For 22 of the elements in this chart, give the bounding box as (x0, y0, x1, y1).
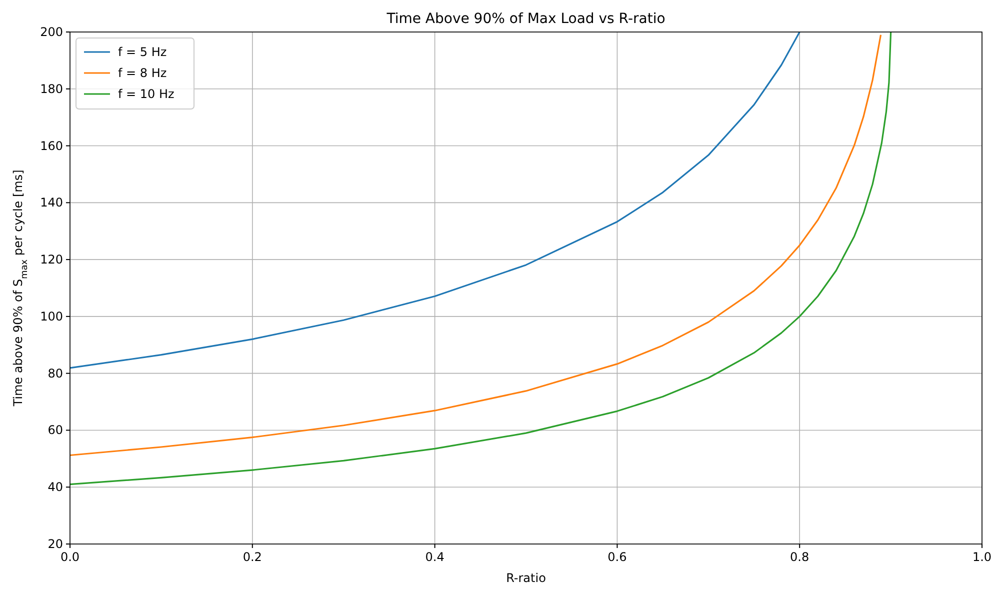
x-axis-title: R-ratio (506, 571, 546, 585)
x-tick-label: 0.4 (425, 550, 444, 564)
y-tick-label: 180 (40, 82, 63, 96)
legend-label: f = 5 Hz (118, 45, 167, 59)
y-tick-label: 140 (40, 196, 63, 210)
y-tick-label: 40 (48, 480, 63, 494)
y-tick-label: 60 (48, 423, 63, 438)
y-tick-label: 200 (40, 25, 63, 39)
y-tick-label: 20 (48, 537, 63, 551)
x-tick-label: 0.0 (60, 550, 80, 564)
x-tick-label: 0.6 (608, 550, 627, 564)
chart-title: Time Above 90% of Max Load vs R-ratio (386, 11, 666, 27)
legend-label: f = 8 Hz (118, 66, 167, 80)
x-tick-label: 0.8 (790, 550, 810, 564)
x-tick-label: 1.0 (972, 550, 992, 564)
y-tick-label: 100 (40, 309, 63, 324)
line-series (70, 32, 800, 369)
y-tick-label: 120 (40, 252, 63, 267)
legend-label: f = 10 Hz (118, 87, 174, 101)
x-tick-label: 0.2 (242, 550, 262, 564)
y-tick-label: 80 (48, 366, 63, 380)
y-tick-label: 160 (40, 138, 63, 153)
